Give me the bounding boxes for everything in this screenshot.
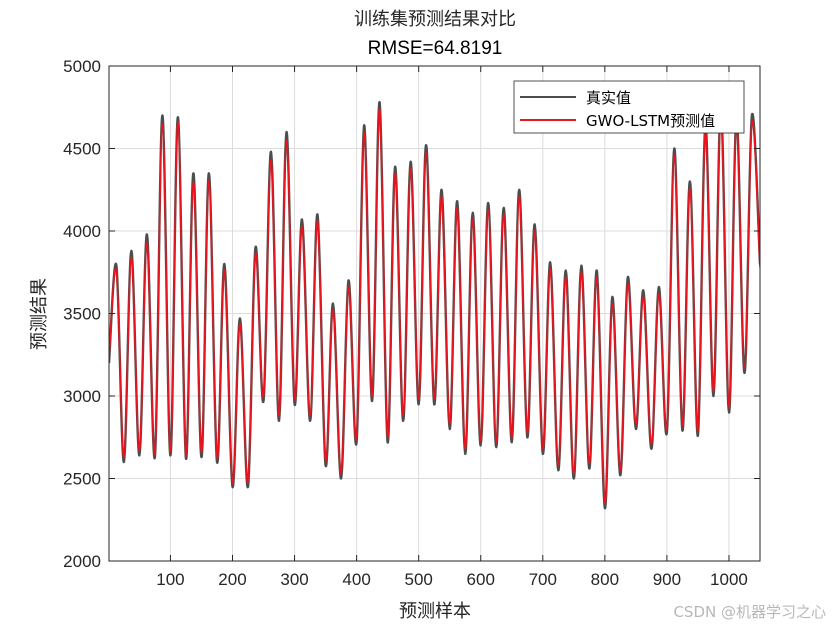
series-layer (109, 101, 760, 510)
series-line-pred (109, 108, 760, 505)
x-tick-label: 900 (653, 570, 681, 589)
x-tick-label: 500 (404, 570, 432, 589)
x-tick-label: 700 (529, 570, 557, 589)
ticks: 100 200 300 400 500 600 700 800 900 1000 2000 2500 3… (63, 57, 760, 589)
legend: 真实值 GWO-LSTM预测值 (513, 80, 745, 134)
watermark: CSDN @机器学习之心 (673, 603, 826, 621)
chart-title: 训练集预测结果对比 (354, 9, 516, 30)
y-tick-label: 3500 (63, 305, 101, 324)
legend-label-true: 真实值 (586, 89, 631, 107)
chart-subtitle: RMSE=64.8191 (368, 38, 503, 59)
y-tick-label: 2000 (63, 552, 101, 571)
x-tick-label: 600 (467, 570, 495, 589)
x-axis-label: 预测样本 (399, 601, 471, 622)
y-tick-label: 2500 (63, 470, 101, 489)
y-axis-label: 预测结果 (29, 278, 50, 350)
y-tick-label: 4500 (63, 140, 101, 159)
x-tick-label: 300 (280, 570, 308, 589)
y-tick-label: 4000 (63, 222, 101, 241)
x-tick-label: 800 (591, 570, 619, 589)
legend-box (513, 80, 745, 134)
y-tick-label: 3000 (63, 387, 101, 406)
y-tick-label: 5000 (63, 57, 101, 76)
x-tick-label: 200 (218, 570, 246, 589)
x-tick-label: 1000 (710, 570, 748, 589)
legend-label-pred: GWO-LSTM预测值 (586, 112, 715, 130)
x-tick-label: 400 (342, 570, 370, 589)
x-tick-label: 100 (156, 570, 184, 589)
